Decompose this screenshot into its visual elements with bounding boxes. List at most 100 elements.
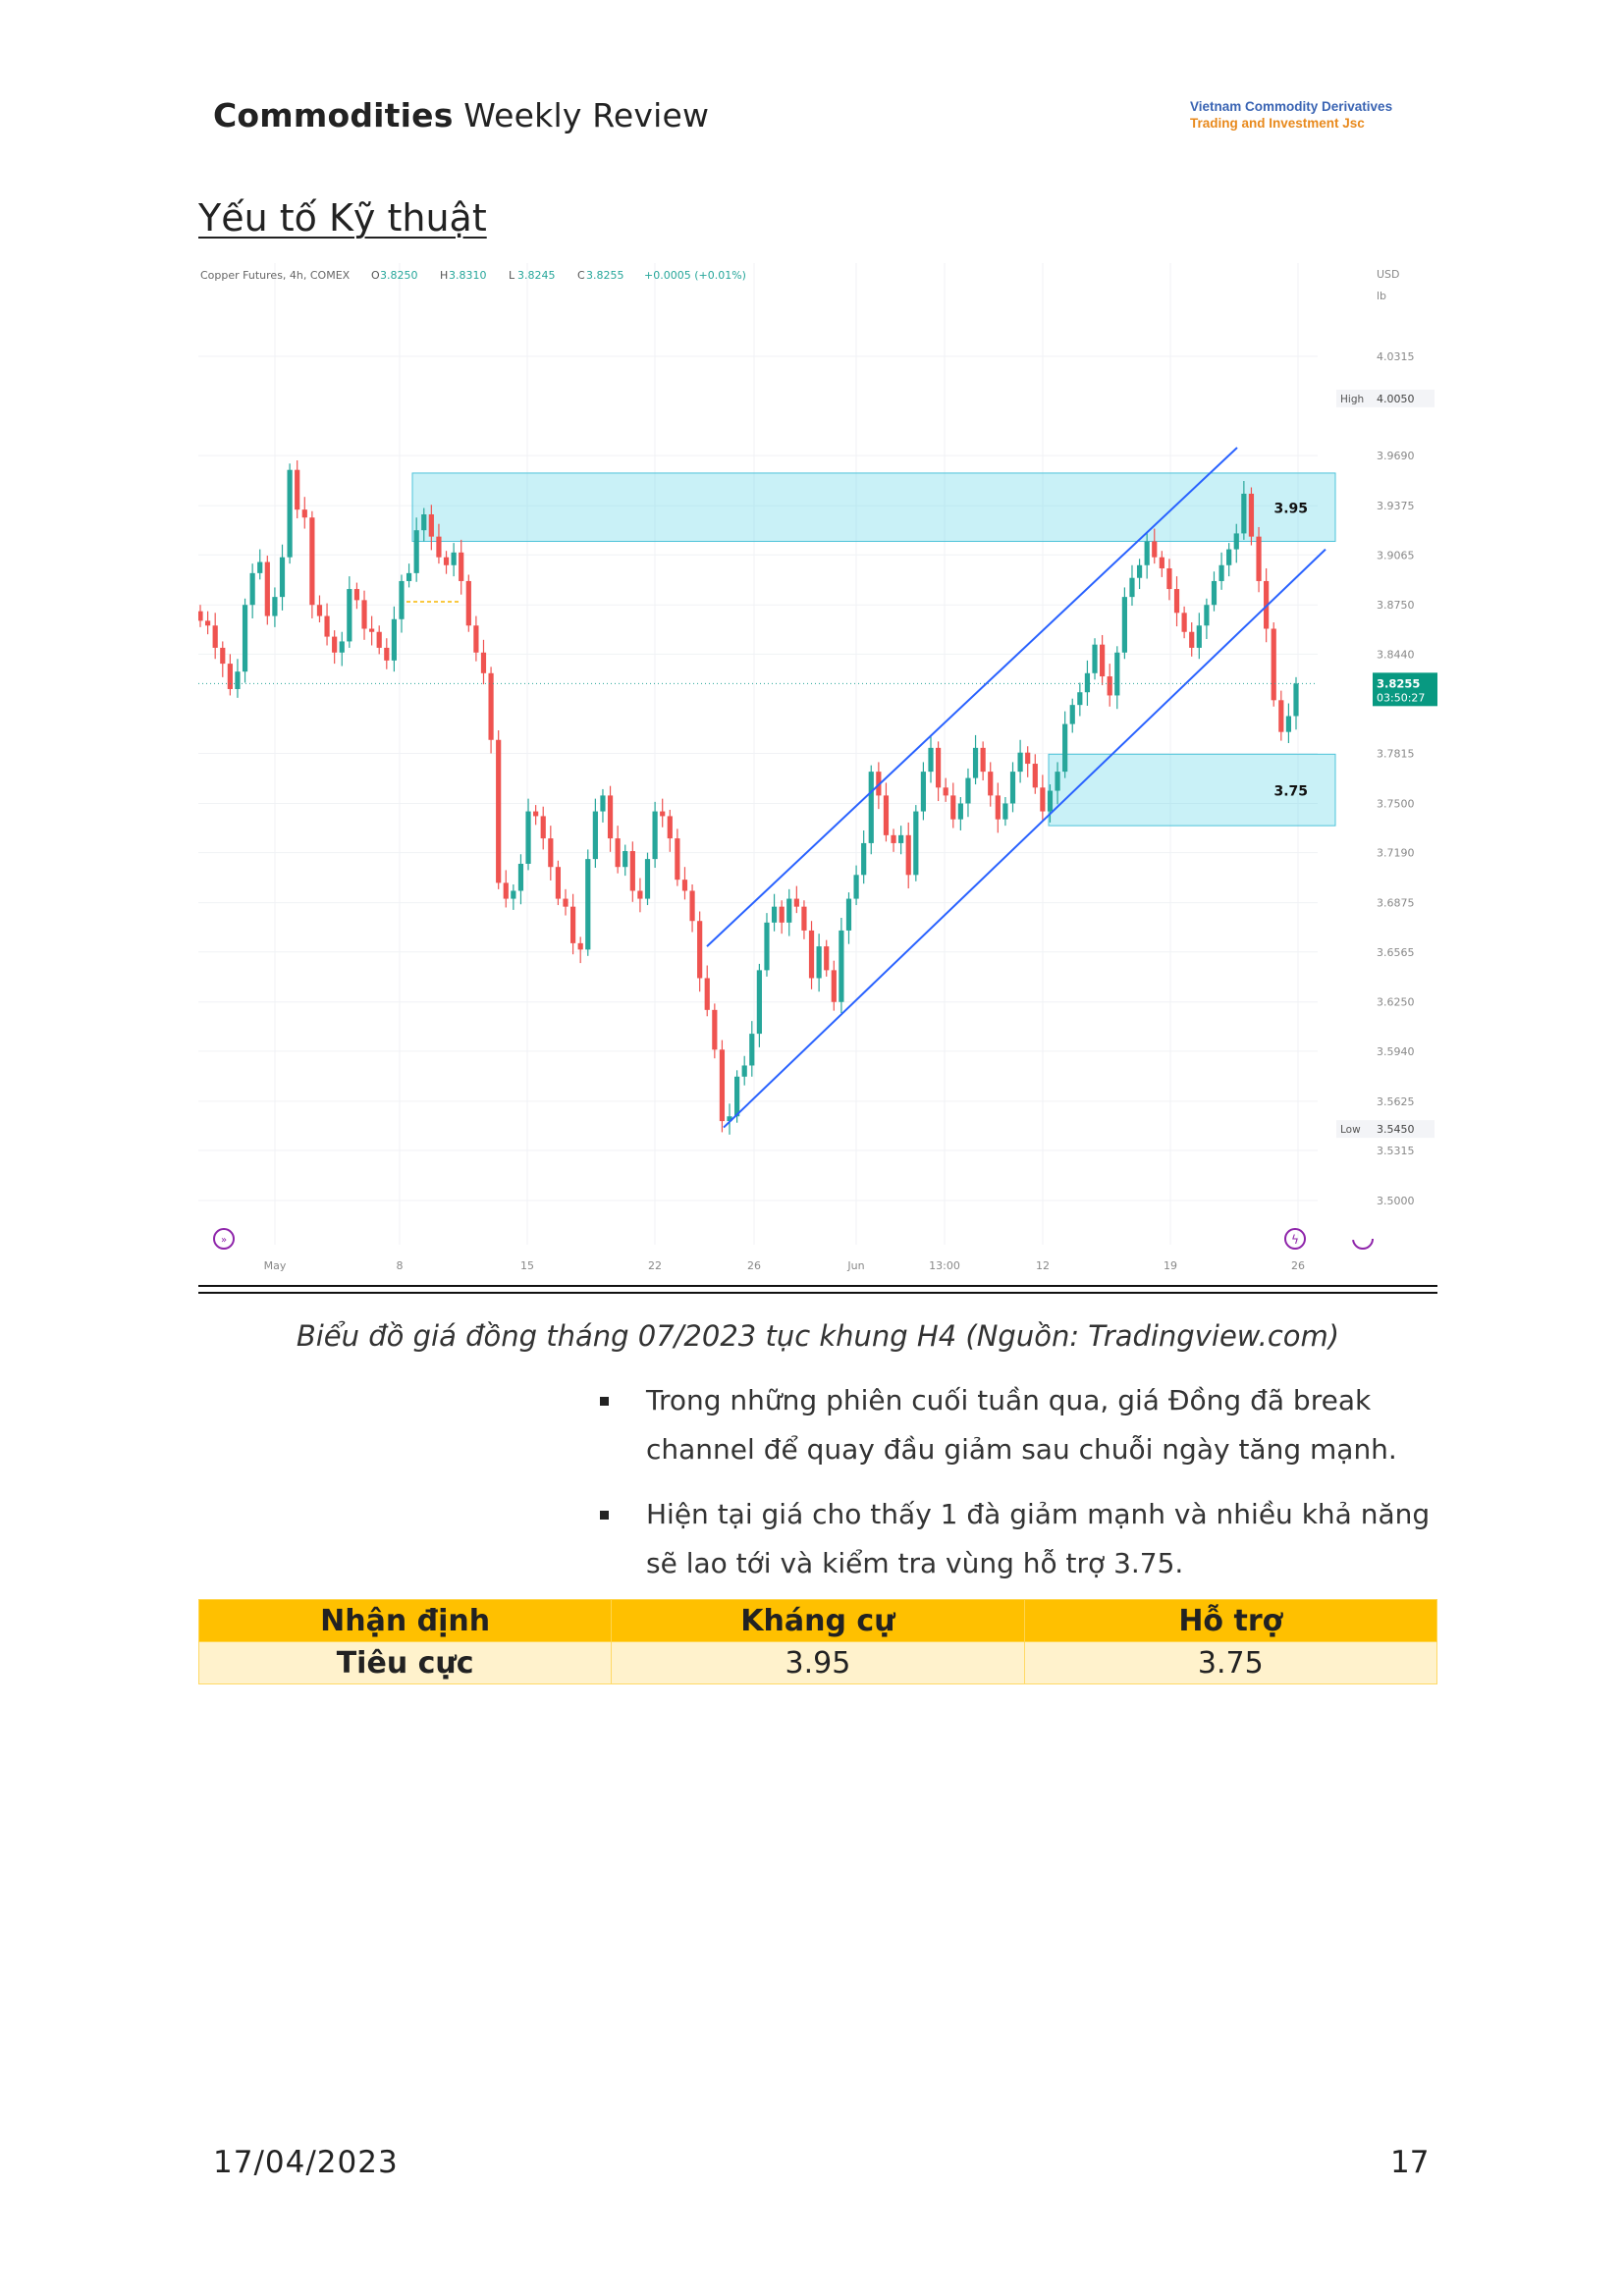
y-tick-label: 3.8750 xyxy=(1377,599,1415,612)
cell-support: 3.75 xyxy=(1023,1641,1438,1684)
high-value: 4.0050 xyxy=(1377,393,1415,405)
candle-body xyxy=(808,930,815,979)
last-price-tag xyxy=(1373,672,1437,707)
y-tick-label: 3.9690 xyxy=(1377,450,1415,462)
candle-body xyxy=(1196,625,1202,648)
candle-body xyxy=(324,615,330,637)
candle-body xyxy=(1211,580,1218,606)
channel-upper-line xyxy=(706,447,1238,947)
company-logo-text: Vietnam Commodity Derivatives Trading an… xyxy=(1190,98,1392,132)
candle-body xyxy=(496,739,502,883)
bullet-item: Hiện tại giá cho thấy 1 đà giảm mạnh và … xyxy=(591,1490,1445,1588)
candle-body xyxy=(1159,557,1164,569)
candle-body xyxy=(1114,652,1120,696)
candle-body xyxy=(339,641,345,653)
candle-body xyxy=(689,890,695,922)
chart-bottom-rule-2 xyxy=(198,1292,1437,1294)
bullet-square-icon xyxy=(600,1511,609,1520)
x-tick-label: 26 xyxy=(1291,1259,1305,1272)
candle-body xyxy=(287,469,293,558)
candle-body xyxy=(771,906,778,923)
candle-body xyxy=(369,628,375,632)
countdown-value: 03:50:27 xyxy=(1377,691,1425,704)
y-tick-label: 3.5000 xyxy=(1377,1195,1415,1207)
candle-body xyxy=(988,772,994,796)
candle-body xyxy=(316,605,323,616)
candle-body xyxy=(301,509,307,518)
candle-body xyxy=(428,513,434,537)
candle-body xyxy=(891,834,896,843)
candle-body xyxy=(548,838,554,868)
candle-body xyxy=(779,906,785,923)
resistance-zone-label: 3.95 xyxy=(1273,502,1308,517)
candle-body xyxy=(839,930,844,1002)
chart-caption: Biểu đồ giá đồng tháng 07/2023 tục khung… xyxy=(296,1319,1340,1353)
candle-body xyxy=(533,811,539,817)
candle-body xyxy=(257,561,263,573)
company-name-line2: Trading and Investment Jsc xyxy=(1190,116,1365,131)
candle-body xyxy=(786,898,792,923)
candle-body xyxy=(824,946,830,971)
candle-body xyxy=(957,803,963,820)
x-tick-label: May xyxy=(264,1259,287,1272)
candle-body xyxy=(898,834,904,843)
y-tick-label: 3.6565 xyxy=(1377,946,1415,959)
candle-body xyxy=(1100,644,1106,677)
candle-body xyxy=(816,946,822,979)
candle-body xyxy=(861,842,867,876)
ohlc-label: O xyxy=(371,269,380,282)
resistance-zone xyxy=(411,472,1336,543)
candle-body xyxy=(1077,692,1083,706)
candle-body xyxy=(361,600,367,629)
candle-body xyxy=(1233,533,1239,550)
high-label: High xyxy=(1340,394,1364,405)
ohlc-label: H xyxy=(440,269,448,282)
x-tick-label: 13:00 xyxy=(929,1259,960,1272)
candlestick-chart-svg: 3.95 3.75 Copper Futures, 4h, COMEX O 3.8250… xyxy=(198,263,1437,1272)
event-icon-glyph: » xyxy=(221,1235,227,1246)
candle-body xyxy=(845,898,852,931)
x-tick-label: Jun xyxy=(846,1259,864,1272)
candle-body xyxy=(1107,676,1112,696)
company-name-line1: Vietnam Commodity Derivatives xyxy=(1190,99,1393,114)
candle-body xyxy=(264,561,270,616)
candle-body xyxy=(600,795,606,812)
bullet-square-icon xyxy=(600,1397,609,1406)
candle-body xyxy=(928,747,934,773)
low-value: 3.5450 xyxy=(1377,1123,1415,1136)
report-title: Commodities Weekly Review xyxy=(213,96,710,134)
price-chart: 3.95 3.75 Copper Futures, 4h, COMEX O 3.8250… xyxy=(198,263,1437,1289)
candle-body xyxy=(1032,764,1038,788)
candle-body xyxy=(868,772,874,843)
candle-body xyxy=(719,1049,726,1122)
candle-body xyxy=(391,618,397,661)
candle-body xyxy=(406,572,412,581)
candle-body xyxy=(1002,803,1008,820)
candle-body xyxy=(883,795,890,835)
low-label-bg xyxy=(1336,1120,1435,1139)
candle-body xyxy=(517,863,524,891)
candle-body xyxy=(629,851,635,891)
candle-body xyxy=(853,875,859,899)
candle-body xyxy=(1055,772,1060,791)
candle-body xyxy=(1152,541,1158,558)
candle-body xyxy=(1248,493,1255,537)
candle-body xyxy=(935,747,942,788)
channel-lower-line xyxy=(723,548,1326,1129)
candle-body xyxy=(592,811,598,860)
candle-body xyxy=(943,787,948,796)
candle-body xyxy=(1069,705,1075,724)
candle-body xyxy=(697,921,703,979)
candle-body xyxy=(459,552,464,581)
candle-body xyxy=(623,851,628,868)
candle-body xyxy=(1136,564,1143,578)
ohlc-label: L xyxy=(509,269,515,282)
candle-body xyxy=(831,970,837,1002)
candle-body xyxy=(1092,644,1098,673)
candle-body xyxy=(1204,605,1210,626)
candle-body xyxy=(704,978,710,1010)
candle-body xyxy=(793,898,799,907)
candle-body xyxy=(980,747,986,773)
axis-currency: USD xyxy=(1377,268,1400,281)
event-icon xyxy=(213,1228,235,1250)
